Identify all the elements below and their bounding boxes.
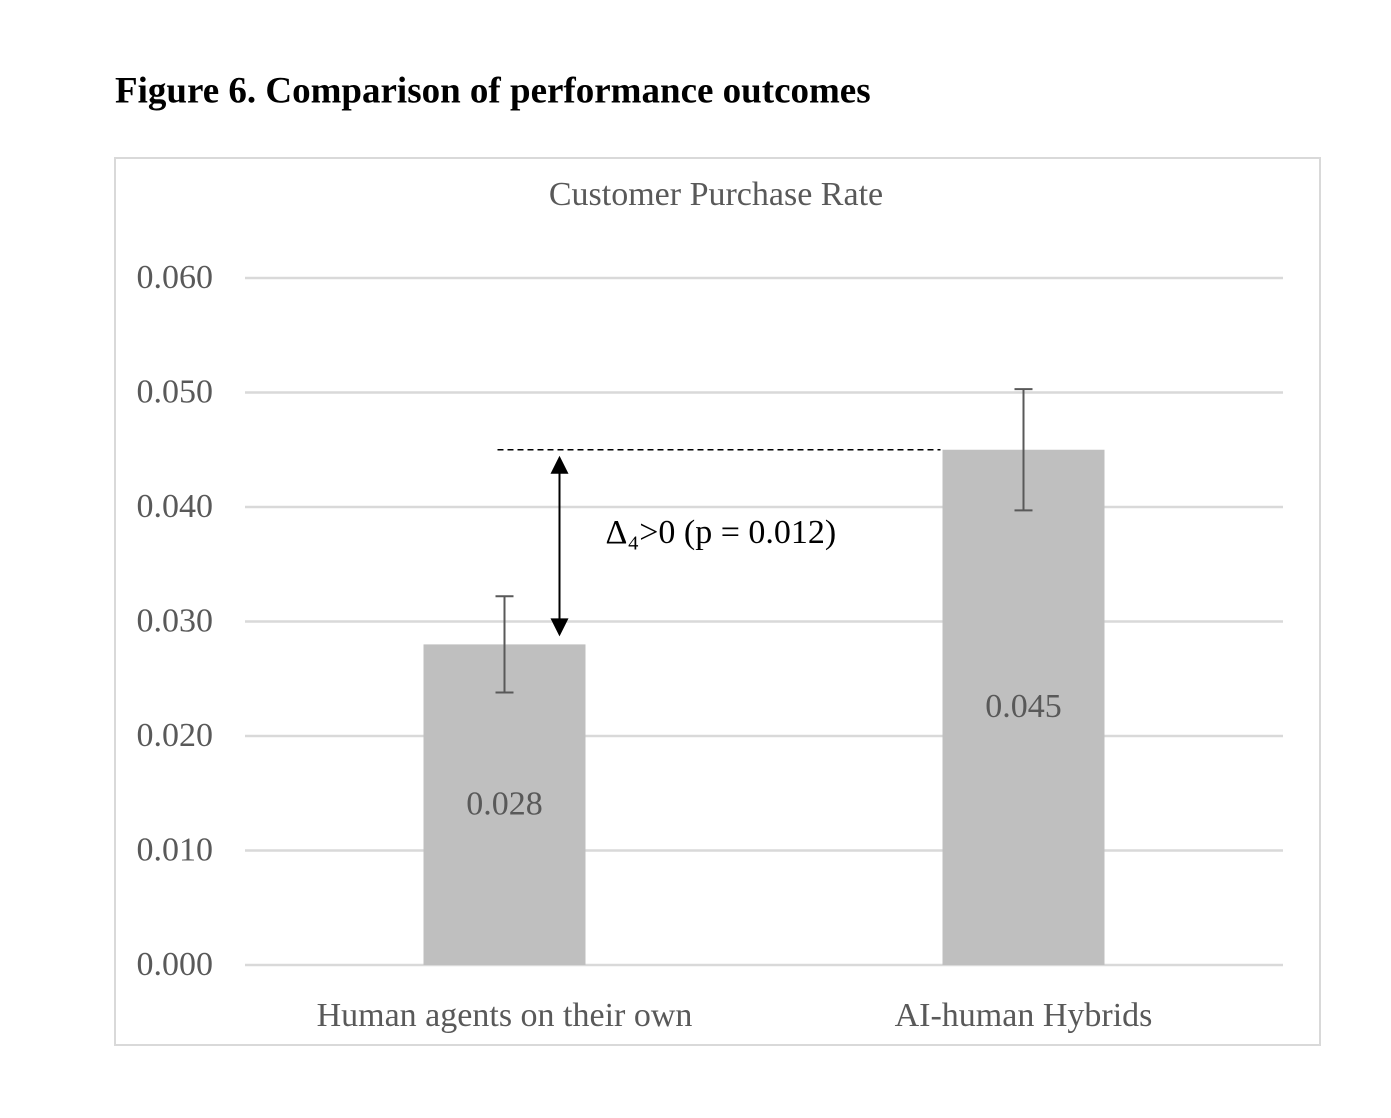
bar bbox=[423, 644, 586, 965]
y-tick-label: 0.030 bbox=[137, 602, 214, 639]
y-tick-label: 0.000 bbox=[137, 946, 214, 983]
arrow-head-up bbox=[550, 455, 569, 474]
data-label: 0.045 bbox=[985, 688, 1062, 725]
y-tick-label: 0.060 bbox=[137, 259, 214, 296]
y-tick-label: 0.050 bbox=[137, 373, 214, 410]
bar bbox=[942, 449, 1105, 965]
y-tick-label: 0.040 bbox=[137, 488, 214, 525]
arrow-head-down bbox=[550, 618, 569, 637]
figure-title: Figure 6. Comparison of performance outc… bbox=[115, 70, 871, 111]
chart-title: Customer Purchase Rate bbox=[549, 176, 883, 213]
y-tick-label: 0.020 bbox=[137, 717, 214, 754]
data-label: 0.028 bbox=[466, 785, 543, 822]
annotation: Δ₄>0 (p = 0.012) bbox=[606, 514, 837, 551]
x-tick-label: Human agents on their own bbox=[317, 997, 693, 1034]
x-tick-label: AI-human Hybrids bbox=[895, 997, 1153, 1034]
chart-frame bbox=[114, 157, 1321, 1046]
y-tick-label: 0.010 bbox=[137, 831, 214, 868]
